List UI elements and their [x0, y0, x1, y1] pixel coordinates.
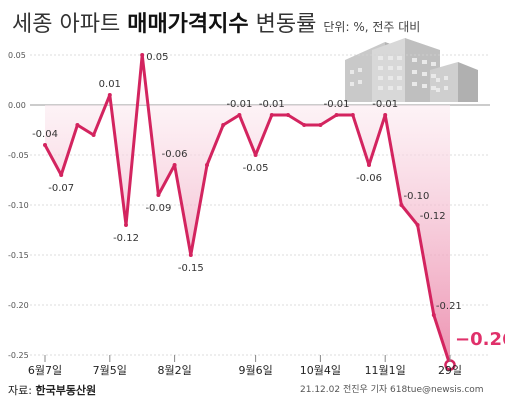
data-label: -0.01 — [372, 99, 398, 110]
data-point — [253, 153, 258, 157]
data-label: -0.12 — [113, 233, 139, 244]
y-axis: 0.05 0.00 -0.05 -0.10 -0.15 -0.20 -0.25 — [8, 51, 29, 360]
credit-note: 21.12.02 전진우 기자 618tue@newsis.com — [300, 385, 484, 395]
data-point — [286, 113, 290, 117]
data-point — [107, 93, 112, 97]
x-tick-label: 10월4일 — [300, 363, 341, 377]
data-point — [172, 163, 177, 167]
title-change-rate: 변동률 — [255, 12, 317, 37]
data-label: -0.10 — [404, 191, 430, 202]
data-point — [350, 113, 355, 117]
building-illustration — [345, 38, 478, 102]
x-tick-label: 9월6일 — [238, 363, 272, 377]
point-layer — [43, 53, 456, 371]
data-label: -0.05 — [243, 163, 269, 174]
y-tick-label: -0.20 — [8, 301, 29, 310]
data-point — [334, 113, 339, 117]
data-point — [302, 123, 307, 127]
data-point — [59, 173, 64, 177]
chart-title: 세종 아파트 매매가격지수 변동률 단위: %, 전주 대비 — [12, 6, 420, 38]
data-point — [415, 223, 420, 227]
data-point — [205, 163, 209, 167]
x-tick-label: 11월1일 — [365, 363, 406, 377]
source-name: 한국부동산원 — [35, 384, 97, 397]
data-point — [383, 113, 388, 117]
data-label: 0.01 — [99, 79, 121, 90]
title-region: 세종 아파트 — [12, 12, 121, 37]
data-point — [269, 113, 274, 117]
data-point — [318, 123, 323, 127]
y-tick-label: 0.05 — [8, 51, 26, 60]
data-point — [140, 53, 145, 57]
data-point — [237, 113, 242, 117]
y-tick-label: -0.10 — [8, 201, 29, 210]
data-point — [43, 143, 47, 147]
data-label: -0.09 — [145, 203, 171, 214]
x-tick-label: 6월7일 — [28, 363, 62, 377]
title-unit: 단위: %, 전주 대비 — [323, 20, 421, 34]
series-line — [43, 53, 452, 366]
y-tick-label: 0.00 — [8, 101, 26, 110]
data-label: -0.15 — [178, 263, 204, 274]
x-axis: 6월7일 7월5일 8월2일 9월6일 10월4일 11월1일 29일 — [28, 355, 462, 377]
data-label: -0.04 — [32, 129, 58, 140]
source-note: 자료: 한국부동산원 — [8, 382, 96, 398]
data-point — [367, 163, 371, 167]
data-point — [75, 123, 80, 127]
data-label: -0.07 — [48, 183, 74, 194]
data-label: -0.21 — [436, 301, 462, 312]
data-label: -0.06 — [162, 149, 188, 160]
data-point — [91, 133, 96, 137]
x-tick-label: 8월2일 — [157, 363, 191, 377]
x-tick-label: 29일 — [438, 363, 462, 377]
y-tick-label: -0.25 — [8, 351, 29, 360]
series-line-layer — [43, 53, 452, 366]
data-label: -0.01 — [226, 99, 252, 110]
title-index: 매매가격지수 — [127, 12, 249, 37]
data-point — [431, 313, 436, 317]
data-label-layer: -0.04 -0.07 0.01 -0.12 0.05 -0.09 -0.06 -0.15 -0… — [32, 52, 505, 350]
data-label: -0.01 — [259, 99, 285, 110]
data-label: -0.01 — [324, 99, 350, 110]
data-label: -0.12 — [420, 211, 446, 222]
y-tick-label: -0.15 — [8, 251, 29, 260]
data-point — [188, 253, 193, 257]
x-tick-label: 7월5일 — [93, 363, 127, 377]
data-label: 0.05 — [146, 52, 168, 63]
data-point — [221, 123, 226, 127]
data-label-latest: −0.26 — [455, 329, 505, 350]
data-point — [399, 203, 404, 207]
data-point — [124, 223, 128, 227]
source-label: 자료: — [8, 384, 32, 397]
y-tick-label: -0.05 — [8, 151, 29, 160]
data-point — [156, 193, 161, 197]
data-label: -0.06 — [356, 173, 382, 184]
